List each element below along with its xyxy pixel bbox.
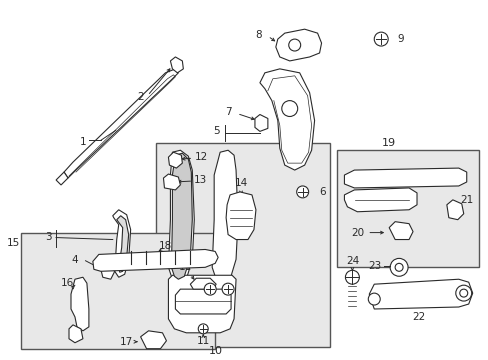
Bar [155, 143, 329, 347]
Circle shape [288, 39, 300, 51]
Circle shape [459, 289, 467, 297]
Polygon shape [225, 192, 255, 239]
Text: 12: 12 [194, 152, 207, 162]
Polygon shape [117, 216, 128, 272]
Text: 20: 20 [350, 228, 363, 238]
Circle shape [367, 293, 380, 305]
Circle shape [373, 32, 387, 46]
Polygon shape [69, 325, 83, 343]
Text: 19: 19 [381, 138, 395, 148]
Text: 5: 5 [212, 126, 219, 136]
Polygon shape [254, 114, 267, 131]
Polygon shape [190, 278, 216, 289]
Polygon shape [163, 174, 180, 190]
Text: 7: 7 [224, 107, 231, 117]
Text: 13: 13 [193, 175, 206, 185]
Text: 14: 14 [234, 178, 247, 188]
Polygon shape [260, 69, 314, 170]
Text: 24: 24 [345, 256, 358, 266]
Polygon shape [344, 188, 416, 212]
Bar [21, 233, 215, 349]
Text: 9: 9 [397, 34, 404, 44]
Polygon shape [388, 222, 412, 239]
Circle shape [222, 283, 234, 295]
Text: 16: 16 [60, 278, 74, 288]
Bar [337, 150, 478, 267]
Circle shape [198, 324, 208, 334]
Text: 15: 15 [7, 238, 20, 248]
Text: 4: 4 [72, 255, 78, 265]
Text: 3: 3 [45, 231, 51, 242]
Circle shape [204, 283, 216, 295]
Circle shape [389, 258, 407, 276]
Polygon shape [168, 275, 236, 333]
Text: 1: 1 [80, 137, 86, 147]
Polygon shape [141, 331, 166, 349]
Polygon shape [368, 279, 472, 309]
Text: 21: 21 [459, 195, 472, 205]
Text: 2: 2 [137, 92, 143, 102]
Circle shape [281, 100, 297, 117]
Text: 18: 18 [159, 242, 172, 252]
Text: 11: 11 [178, 262, 192, 272]
Polygon shape [56, 172, 68, 185]
Circle shape [394, 264, 402, 271]
Text: 10: 10 [209, 346, 223, 356]
Polygon shape [71, 277, 89, 331]
Text: 8: 8 [255, 30, 262, 40]
Polygon shape [101, 266, 115, 279]
Text: 17: 17 [120, 337, 133, 347]
Text: 6: 6 [319, 187, 325, 197]
Polygon shape [93, 249, 218, 271]
Circle shape [345, 270, 359, 284]
Polygon shape [175, 289, 231, 314]
Polygon shape [446, 200, 463, 220]
Circle shape [296, 186, 308, 198]
Polygon shape [168, 150, 194, 283]
Text: 23: 23 [368, 261, 381, 271]
Polygon shape [113, 210, 130, 277]
Polygon shape [170, 57, 183, 73]
Polygon shape [64, 69, 178, 178]
Polygon shape [168, 152, 182, 168]
Text: 22: 22 [411, 312, 425, 322]
Polygon shape [171, 153, 192, 279]
Text: 11: 11 [196, 336, 209, 346]
Polygon shape [344, 168, 466, 188]
Polygon shape [212, 150, 238, 283]
Circle shape [455, 285, 471, 301]
Polygon shape [275, 29, 321, 61]
